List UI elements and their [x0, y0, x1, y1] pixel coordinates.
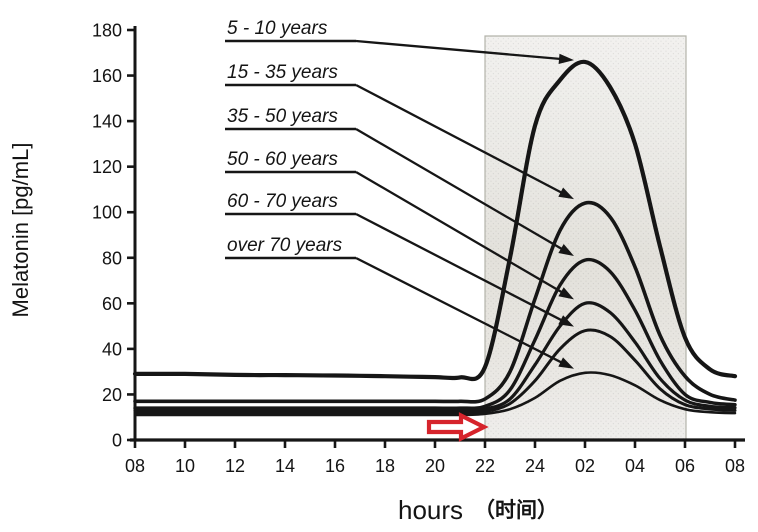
curve-50-60years	[133, 301, 737, 413]
leader-line	[355, 256, 563, 364]
x-axis-title-chinese: （时间）	[474, 498, 558, 522]
x-tick-label: 24	[525, 456, 545, 476]
y-tick-label: 120	[92, 157, 122, 177]
y-tick-label: 180	[92, 20, 122, 40]
night-band-border	[484, 35, 687, 440]
leader-arrowhead-icon	[558, 244, 574, 257]
y-tick-label: 60	[102, 294, 122, 314]
x-tick-label: 16	[325, 456, 345, 476]
series-label-group: 5 - 10 years	[225, 18, 574, 64]
y-tick-label: 80	[102, 248, 122, 268]
series-label: 15 - 35 years	[227, 62, 338, 83]
x-tick-label: 02	[575, 456, 595, 476]
y-tick-label: 160	[92, 66, 122, 86]
x-tick-label: 12	[225, 456, 245, 476]
x-axis-title: hours	[398, 495, 463, 525]
y-tick-label: 20	[102, 385, 122, 405]
series-label: 35 - 50 years	[227, 106, 338, 127]
y-axis-ticks: 0 20 40 60 80 100 120 140 160 180	[92, 20, 135, 451]
red-block-arrow-icon	[426, 412, 489, 442]
x-tick-label: 08	[125, 456, 145, 476]
curve-15-35years	[133, 200, 737, 404]
y-tick-label: 0	[112, 431, 122, 451]
curve-35-50years	[133, 257, 737, 410]
curve-over70years	[133, 371, 737, 417]
leader-arrowhead-icon	[558, 287, 574, 300]
series-label-group: 15 - 35 years	[225, 62, 574, 200]
x-tick-label: 04	[625, 456, 645, 476]
x-tick-label: 20	[425, 456, 445, 476]
series-label: over 70 years	[227, 235, 343, 256]
series-label: 60 - 70 years	[227, 191, 338, 212]
y-axis-title: Melatonin [pg/mL]	[8, 143, 33, 318]
series-label-leaders: 5 - 10 years 15 - 35 years 35 - 50 years 50…	[225, 18, 574, 369]
series-label: 50 - 60 years	[227, 149, 338, 170]
leader-arrowhead-icon	[558, 357, 574, 369]
x-tick-label: 10	[175, 456, 195, 476]
x-tick-label: 14	[275, 456, 295, 476]
x-tick-label: 06	[675, 456, 695, 476]
series-label-group: 50 - 60 years	[225, 149, 574, 300]
y-tick-label: 140	[92, 112, 122, 132]
leader-line	[355, 212, 563, 322]
x-axis-ticks: 08 10 12 14 16 18 20 22 24 02 04 06 08	[125, 440, 745, 476]
leader-arrowhead-icon	[558, 53, 574, 64]
curve-60-70years	[133, 328, 737, 415]
leader-line	[355, 39, 562, 61]
leader-line	[355, 128, 564, 251]
y-tick-label: 100	[92, 203, 122, 223]
melatonin-curves	[132, 59, 738, 417]
x-tick-label: 08	[725, 456, 745, 476]
leader-line	[355, 171, 564, 294]
leader-arrowhead-icon	[558, 315, 574, 327]
leader-line	[355, 83, 564, 195]
series-label: 5 - 10 years	[227, 18, 328, 39]
series-label-group: over 70 years	[225, 235, 574, 369]
curve-5-10years	[132, 59, 738, 382]
y-tick-label: 40	[102, 339, 122, 359]
series-label-group: 35 - 50 years	[225, 106, 574, 257]
leader-arrowhead-icon	[558, 187, 574, 200]
axes	[130, 26, 745, 442]
x-tick-label: 22	[475, 456, 495, 476]
x-tick-label: 18	[375, 456, 395, 476]
series-label-group: 60 - 70 years	[225, 191, 574, 327]
